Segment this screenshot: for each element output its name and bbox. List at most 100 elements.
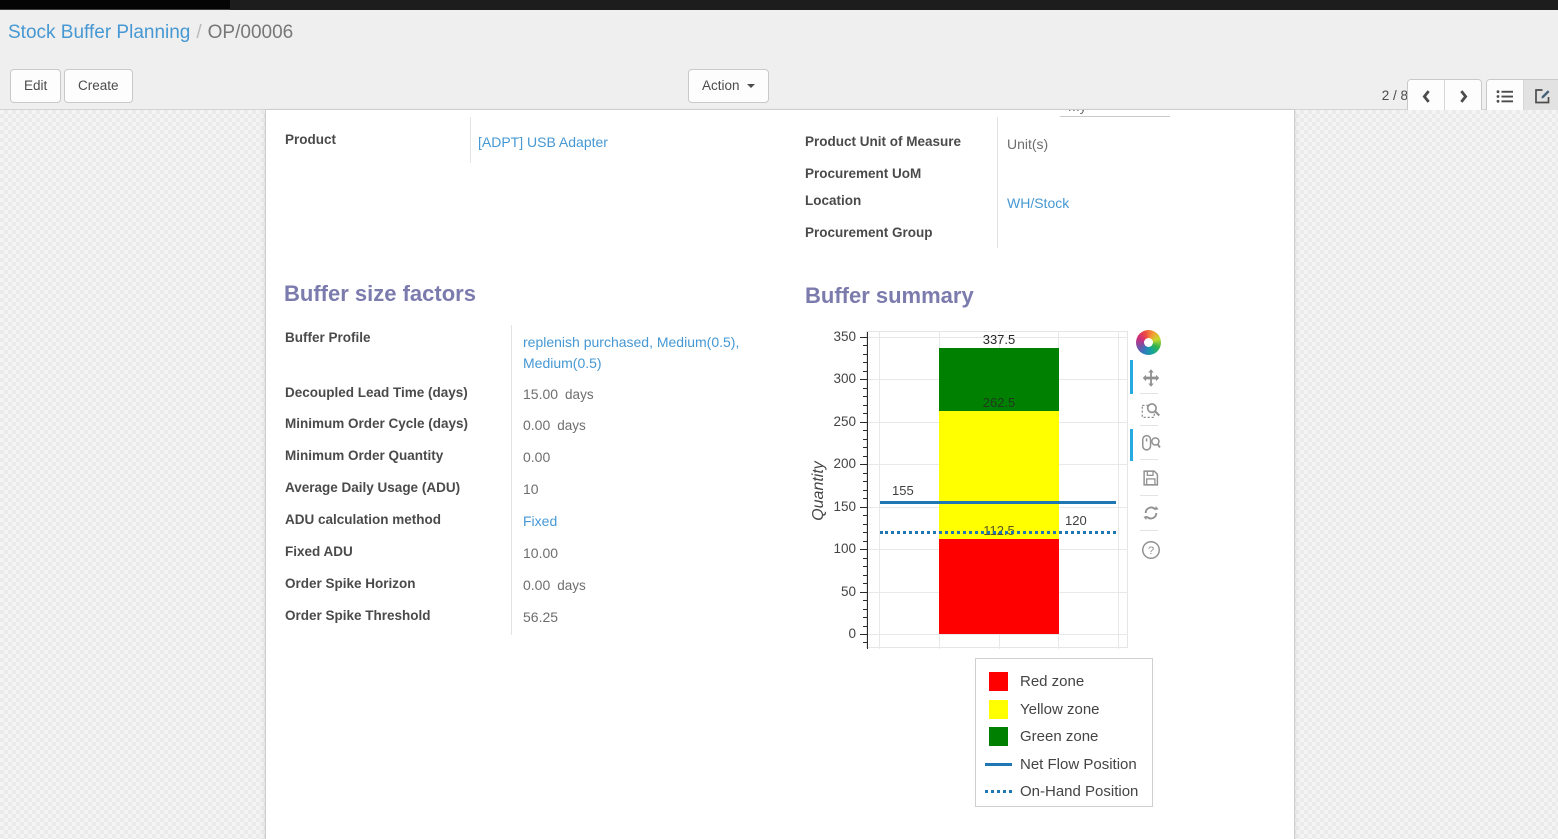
breadcrumb-current: OP/00006 [207,22,294,43]
factor-label-6: Fixed ADU [285,544,353,559]
pager-count: 2 / 8 [1381,88,1408,103]
legend-swatch-square [989,672,1008,691]
zone-boundary-label: 337.5 [982,331,1016,347]
factor-value-text: 15.00 days [523,386,594,402]
factor-label-8: Order Spike Threshold [285,608,431,623]
y-tick-label: 300 [833,371,856,387]
product-field-value-link[interactable]: [ADPT] USB Adapter [478,134,608,150]
factor-value-link[interactable]: Fixed [523,513,558,529]
legend-swatch-dotted-line [985,790,1012,793]
major-tick [860,337,867,338]
field-underline [1060,116,1170,117]
minor-tick [863,387,867,389]
breadcrumb-parent-link[interactable]: Stock Buffer Planning [8,22,191,43]
minor-tick [863,608,867,610]
minor-tick [863,566,867,568]
minor-tick [863,438,867,440]
y-tick-label: 250 [833,413,856,429]
factor-label-0: Buffer Profile [285,330,371,345]
action-button[interactable]: Action [688,69,769,103]
factor-value-text: 0.00 days [523,577,586,593]
edit-form-icon [1534,89,1549,104]
zone-boundary-label: 112.5 [983,522,1015,538]
minor-tick [863,489,867,491]
legend-label: On-Hand Position [1020,783,1139,800]
minor-tick [863,353,867,355]
view-switcher [1486,79,1558,113]
y-tick-label: 350 [833,329,856,344]
minor-tick [863,600,867,602]
major-tick [860,506,867,508]
bokeh-logo-icon[interactable] [1136,330,1161,355]
group-separator [511,325,512,635]
pager-buttons [1407,79,1482,113]
wheel-zoom-tool-icon[interactable] [1139,431,1163,455]
control-panel: Stock Buffer Planning / OP/00006 Edit Crea… [0,10,1558,113]
toolbar-separator [1140,459,1158,460]
minor-tick [863,515,867,517]
legend-item: Yellow zone [976,699,1152,722]
minor-tick [863,498,867,500]
section-title-buffer-size-factors: Buffer size factors [284,281,476,306]
save-tool-icon[interactable] [1139,466,1163,490]
factor-label-2: Minimum Order Cycle (days) [285,416,469,431]
svg-text:?: ? [1148,545,1154,557]
factor-label-4: Average Daily Usage (ADU) [285,480,461,495]
legend-item: Green zone [976,727,1152,749]
breadcrumb-separator: / [196,22,202,43]
v-gridline [879,332,880,649]
factor-label-3: Minimum Order Quantity [285,448,444,463]
pan-tool-icon[interactable] [1139,366,1163,390]
major-tick [860,549,867,551]
action-button-label: Action [702,78,740,93]
section-title-buffer-summary: Buffer summary [805,283,974,308]
field-label-product-unit-of-measure: Product Unit of Measure [805,134,962,149]
buffer-summary-chart: 112.5 262.5 337.5 155 120 0 50 100 150 200 250 300 3… [810,329,1128,649]
reset-tool-icon[interactable] [1139,501,1163,525]
toolbar-separator [1140,393,1158,394]
caret-down-icon [746,84,755,88]
field-label-procurement-group: Procurement Group [805,225,933,240]
minor-tick [863,583,867,585]
legend-swatch-square [989,699,1008,719]
red-zone-bar [939,538,1059,634]
h-gridline [868,634,1128,635]
major-tick [860,591,867,593]
clipped-company-value: My Company [1068,110,1148,116]
legend-item: Red zone [976,672,1152,694]
list-view-button[interactable] [1487,80,1523,112]
box-zoom-tool-icon[interactable] [1139,398,1163,422]
legend-swatch-line [985,762,1012,766]
legend-item: On-Hand Position [976,782,1152,804]
minor-tick [863,430,867,432]
factor-value-link[interactable]: replenish purchased, Medium(0.5), Medium… [523,334,740,371]
toolbar-separator [1140,425,1158,426]
group-separator [470,117,471,163]
minor-tick [863,540,867,542]
minor-tick [863,455,867,457]
active-tool-indicator [1130,360,1133,394]
pager-previous-button[interactable] [1408,80,1444,112]
breadcrumb: Stock Buffer Planning / OP/00006 [8,22,293,44]
chevron-left-icon [1422,89,1430,103]
minor-tick [863,617,867,619]
help-tool-icon[interactable]: ? [1139,538,1163,562]
minor-tick [863,481,867,483]
field-value-link[interactable]: WH/Stock [1007,195,1070,211]
product-field-label: Product [285,132,337,147]
minor-tick [863,362,867,364]
v-gridline [1118,332,1119,649]
field-label-location: Location [805,193,862,208]
edit-button[interactable]: Edit [10,69,62,103]
pager-next-button[interactable] [1444,80,1481,112]
legend-item: Net Flow Position [976,755,1152,777]
minor-tick [863,447,867,449]
y-tick-label: 50 [840,583,856,599]
top-menu-bar-left [0,0,230,10]
create-button[interactable]: Create [64,69,133,103]
legend-label: Red zone [1020,673,1085,690]
field-label-procurement-uom: Procurement UoM [805,166,922,181]
form-view-button[interactable] [1523,80,1558,112]
y-tick-label: 150 [833,498,856,514]
legend-swatch-square [989,727,1008,746]
